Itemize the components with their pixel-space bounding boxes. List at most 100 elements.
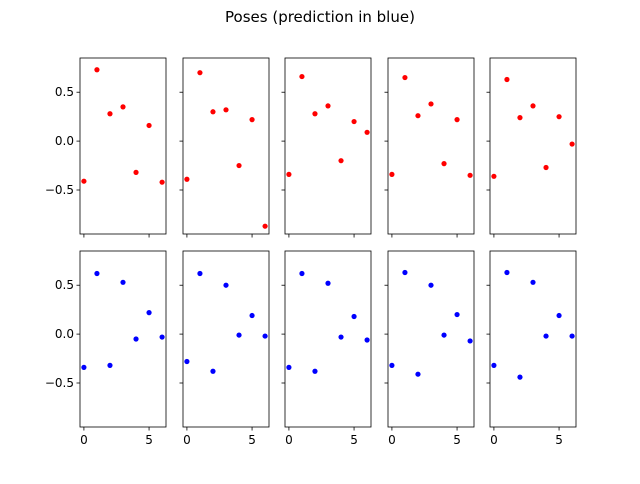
data-point: [530, 103, 536, 109]
x-tick-label: 0: [388, 433, 396, 447]
x-tick-label: 5: [453, 433, 461, 447]
x-tick-label: 5: [145, 433, 153, 447]
subplot-r1-c3: [281, 57, 372, 238]
data-point: [543, 164, 549, 171]
data-point: [223, 282, 229, 288]
data-point: [210, 109, 216, 115]
data-point: [223, 107, 229, 113]
data-point: [120, 279, 126, 285]
data-point: [107, 362, 113, 368]
data-point: [159, 334, 165, 340]
data-point: [415, 113, 421, 119]
data-point: [312, 368, 318, 374]
subplot-r1-c4: [384, 57, 475, 238]
data-point: [530, 279, 536, 285]
data-point: [81, 178, 87, 184]
data-point: [262, 223, 268, 229]
data-point: [402, 74, 408, 81]
data-point: [569, 333, 575, 339]
data-point: [94, 270, 100, 277]
data-point: [299, 270, 305, 277]
data-point: [94, 67, 100, 73]
axes-frame: [284, 250, 372, 428]
data-point: [249, 312, 255, 319]
data-point: [415, 371, 421, 377]
data-point: [146, 122, 152, 129]
data-point: [133, 169, 139, 175]
data-point: [428, 282, 434, 288]
x-tick-label: 0: [285, 433, 293, 447]
data-point: [389, 362, 395, 368]
data-point: [338, 158, 344, 164]
data-point: [325, 280, 331, 286]
data-point: [428, 101, 434, 107]
data-point: [504, 76, 510, 83]
data-point: [120, 104, 126, 110]
axes-frame: [182, 250, 270, 428]
data-point: [543, 333, 549, 339]
subplot-r1-c5: [486, 57, 577, 238]
axes-frame: [387, 57, 475, 235]
data-point: [454, 311, 460, 318]
axes-frame: [387, 250, 475, 428]
data-point: [491, 362, 497, 368]
data-point: [184, 176, 190, 182]
data-point: [517, 115, 523, 121]
axes-frame: [79, 57, 167, 235]
data-point: [491, 173, 497, 179]
data-point: [107, 111, 113, 117]
subplot-r1-c1: −0.5 0.0 0.5: [45, 57, 167, 238]
x-tick-label: 5: [555, 433, 563, 447]
data-point: [364, 129, 370, 135]
x-tick-label: 0: [80, 433, 88, 447]
data-point: [402, 269, 408, 276]
data-point: [133, 336, 139, 342]
data-point: [338, 334, 344, 340]
data-point: [210, 368, 216, 374]
data-point: [556, 312, 562, 319]
axes-frame: [182, 57, 270, 235]
data-point: [81, 364, 87, 370]
data-point: [441, 161, 447, 167]
data-point: [236, 332, 242, 338]
data-point: [351, 313, 357, 320]
y-tick-label: −0.5: [45, 183, 74, 197]
data-point: [286, 171, 292, 177]
data-point: [556, 114, 562, 120]
axes-frame: [489, 250, 577, 428]
subplot-r1-c2: [179, 57, 270, 238]
data-point: [249, 117, 255, 123]
data-point: [504, 269, 510, 276]
data-point: [299, 73, 305, 80]
y-tick-label: 0.5: [55, 278, 74, 292]
data-point: [262, 333, 268, 339]
axes-frame: [489, 57, 577, 235]
data-point: [146, 310, 152, 316]
data-point: [325, 103, 331, 109]
data-point: [441, 332, 447, 338]
data-point: [351, 118, 357, 125]
data-point: [197, 70, 203, 76]
x-tick-label: 0: [183, 433, 191, 447]
data-point: [517, 374, 523, 380]
subplot-r2-c1: −0.5 0.0 0.5 0 5: [45, 250, 167, 447]
y-tick-label: 0.5: [55, 85, 74, 99]
data-point: [197, 270, 203, 277]
data-point: [312, 111, 318, 117]
axes-frame: [79, 250, 167, 428]
y-tick-label: 0.0: [55, 134, 74, 148]
y-tick-label: 0.0: [55, 327, 74, 341]
data-point: [236, 162, 242, 169]
data-point: [467, 172, 473, 178]
axes-frame: [284, 57, 372, 235]
data-point: [184, 358, 190, 365]
x-tick-label: 0: [490, 433, 498, 447]
data-point: [569, 141, 575, 147]
data-point: [454, 117, 460, 123]
data-point: [364, 337, 370, 343]
